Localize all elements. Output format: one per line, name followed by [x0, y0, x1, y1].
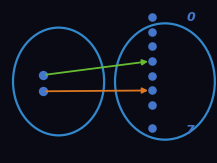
Point — [150, 45, 154, 48]
Text: 7: 7 — [186, 124, 194, 137]
Point — [150, 30, 154, 33]
Point — [150, 60, 154, 62]
Point — [42, 74, 45, 76]
Text: 0: 0 — [187, 11, 195, 24]
Point — [150, 89, 154, 92]
Point — [150, 74, 154, 77]
Point — [150, 16, 154, 18]
Point — [150, 104, 154, 106]
Point — [42, 90, 45, 93]
Point — [150, 127, 154, 129]
